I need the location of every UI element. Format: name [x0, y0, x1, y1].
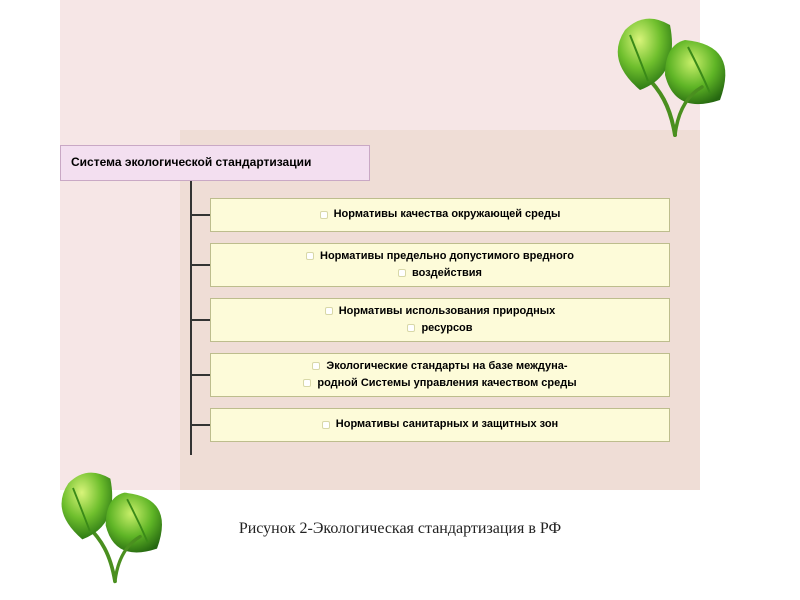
leaf-icon — [30, 460, 200, 600]
bullet-icon — [303, 379, 311, 387]
item-text: Нормативы качества окружающей среды — [334, 208, 561, 220]
diagram-item: Нормативы предельно допустимого вредного… — [210, 243, 670, 287]
bullet-icon — [407, 324, 415, 332]
item-line: ресурсов — [407, 320, 472, 337]
item-text: ресурсов — [421, 322, 472, 334]
connector-tick — [190, 420, 192, 430]
bullet-icon — [306, 252, 314, 260]
bullet-icon — [312, 362, 320, 370]
connector-tick — [190, 315, 192, 325]
connector-h — [190, 374, 210, 376]
connector-tick — [190, 210, 192, 220]
bullet-icon — [398, 269, 406, 277]
diagram-title-text: Система экологической стандартизации — [71, 156, 311, 169]
caption-text: Рисунок 2-Экологическая стандартизация в… — [239, 520, 561, 537]
connector-h — [190, 264, 210, 266]
bullet-icon — [320, 211, 328, 219]
item-line: Нормативы качества окружающей среды — [320, 206, 561, 223]
item-line: Нормативы предельно допустимого вредного — [306, 248, 574, 265]
diagram-item: Нормативы качества окружающей среды — [210, 198, 670, 232]
item-text: Нормативы использования природных — [339, 305, 556, 317]
diagram-item: Экологические стандарты на базе междуна-… — [210, 353, 670, 397]
diagram-item: Нормативы санитарных и защитных зон — [210, 408, 670, 442]
item-text: Нормативы санитарных и защитных зон — [336, 418, 558, 430]
diagram-item: Нормативы использования природных ресурсо… — [210, 298, 670, 342]
connector-h — [190, 424, 210, 426]
item-line: Экологические стандарты на базе междуна- — [312, 358, 567, 375]
item-text: родной Системы управления качеством сред… — [317, 377, 576, 389]
item-line: Нормативы санитарных и защитных зон — [322, 416, 558, 433]
item-text: Экологические стандарты на базе междуна- — [326, 360, 567, 372]
connector-tick — [190, 260, 192, 270]
item-line: воздействия — [398, 265, 482, 282]
connector-h — [190, 319, 210, 321]
item-line: Нормативы использования природных — [325, 303, 556, 320]
bullet-icon — [322, 421, 330, 429]
connector-tick — [190, 370, 192, 380]
leaf-icon — [600, 5, 750, 155]
item-line: родной Системы управления качеством сред… — [303, 375, 576, 392]
bullet-icon — [325, 307, 333, 315]
item-text: воздействия — [412, 267, 482, 279]
diagram-title: Система экологической стандартизации — [60, 145, 370, 181]
item-text: Нормативы предельно допустимого вредного — [320, 250, 574, 262]
connector-h — [190, 214, 210, 216]
